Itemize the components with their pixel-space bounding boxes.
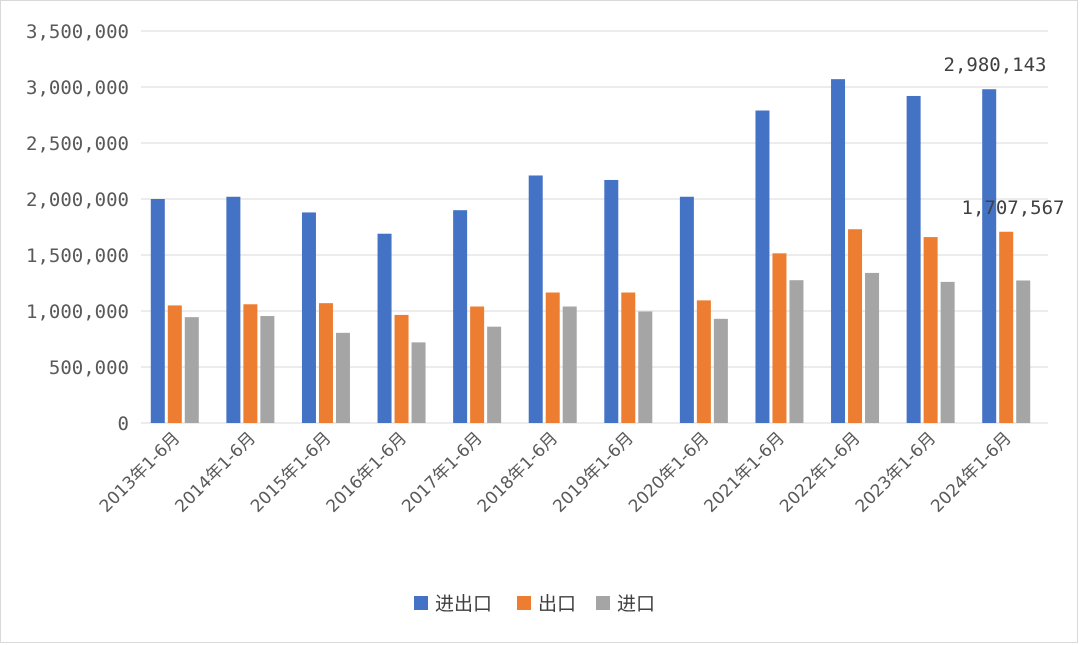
bar-total xyxy=(150,199,165,423)
x-tick-label: 2024年1-6月 xyxy=(927,428,1015,516)
bar-import xyxy=(487,326,502,423)
bar-import xyxy=(562,306,577,423)
bar-import xyxy=(260,316,275,423)
legend-label: 出口 xyxy=(538,593,576,615)
bar-total xyxy=(755,110,770,424)
bar-total xyxy=(301,212,316,423)
bar-import xyxy=(865,272,880,423)
bar-import xyxy=(789,280,804,423)
bar-import xyxy=(638,311,653,423)
bar-total xyxy=(831,79,846,423)
bar-import xyxy=(1016,280,1031,423)
bar-total xyxy=(604,179,619,423)
bar-total xyxy=(226,196,241,423)
y-tick-label: 2,500,000 xyxy=(26,133,129,155)
bar-total xyxy=(528,175,543,423)
bar-import xyxy=(713,318,728,423)
bar-export xyxy=(696,300,711,423)
y-tick-label: 0 xyxy=(118,413,129,435)
bar-import xyxy=(411,342,426,423)
bar-export xyxy=(772,253,787,423)
bar-export xyxy=(167,305,182,423)
y-tick-label: 3,000,000 xyxy=(26,77,129,99)
bar-total xyxy=(906,95,921,424)
legend-label: 进出口 xyxy=(435,593,492,615)
legend-swatch xyxy=(517,596,531,610)
legend-swatch xyxy=(596,596,610,610)
bar-export xyxy=(318,303,333,423)
y-tick-label: 1,500,000 xyxy=(26,245,129,267)
bar-export xyxy=(621,292,636,423)
bar-export xyxy=(545,292,560,423)
bar-export xyxy=(923,237,938,423)
data-label: 2,980,143 xyxy=(944,54,1047,76)
bar-export xyxy=(243,304,258,423)
bar-import xyxy=(335,332,350,423)
bar-total xyxy=(453,210,468,423)
data-label: 1,707,567 xyxy=(962,197,1065,219)
y-tick-label: 3,500,000 xyxy=(26,21,129,43)
bar-export xyxy=(470,306,485,423)
bar-total xyxy=(982,89,997,423)
legend-label: 进口 xyxy=(617,593,655,615)
bar-import xyxy=(184,317,199,423)
bar-total xyxy=(377,233,392,423)
legend-swatch xyxy=(414,596,428,610)
y-tick-label: 1,000,000 xyxy=(26,301,129,323)
bar-export xyxy=(999,231,1014,423)
bar-total xyxy=(679,196,694,423)
bar-export xyxy=(848,229,863,423)
bar-export xyxy=(394,314,409,423)
bar-import xyxy=(940,281,955,423)
y-tick-label: 2,000,000 xyxy=(26,189,129,211)
y-tick-label: 500,000 xyxy=(49,357,129,379)
